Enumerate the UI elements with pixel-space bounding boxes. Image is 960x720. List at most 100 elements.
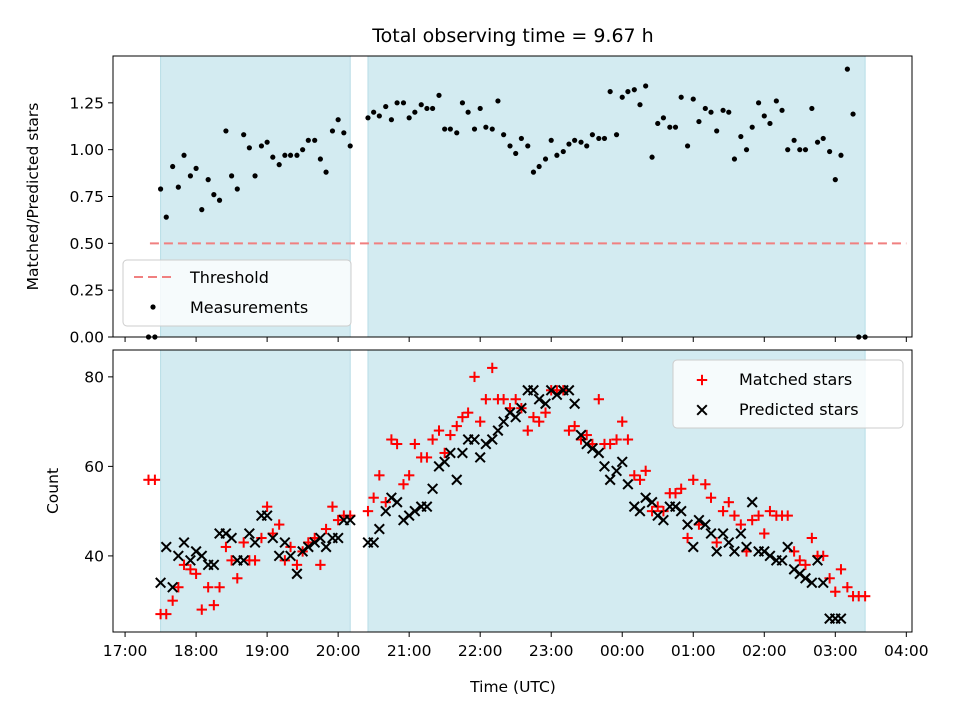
legend-matched-swatch [696, 374, 708, 386]
data-point [480, 438, 492, 450]
data-point [193, 165, 199, 171]
data-point [368, 492, 379, 503]
data-point-b [302, 541, 314, 553]
data-point-b [551, 389, 563, 401]
data-point-b [687, 541, 699, 553]
y-tick-label: 60 [84, 458, 104, 476]
data-point [611, 434, 622, 445]
data-point-b [480, 438, 492, 450]
data-point [243, 528, 255, 540]
data-point [442, 126, 448, 132]
data-point [563, 425, 575, 436]
data-point [264, 139, 270, 145]
legend-predicted-swatch-b [696, 404, 708, 416]
data-point-b [238, 554, 250, 566]
data-point [317, 156, 323, 162]
data-point [421, 501, 433, 513]
data-point [167, 581, 179, 593]
data-point [447, 126, 453, 132]
data-point-b [682, 519, 694, 531]
data-point-b [409, 505, 421, 517]
data-point [518, 135, 524, 142]
chart-title: Total observing time = 9.67 h [371, 25, 653, 47]
y-tick-label: 1.00 [69, 141, 104, 159]
data-point [468, 434, 481, 446]
x-tick-label: 01:00 [671, 642, 716, 660]
y-tick-label: 1.25 [69, 94, 104, 112]
data-point-b [178, 536, 190, 548]
data-point [329, 128, 336, 134]
data-point-b [190, 545, 202, 557]
legend-predicted-label: Predicted stars [739, 400, 859, 419]
data-point [155, 577, 167, 589]
data-point-b [788, 563, 800, 575]
data-point [533, 393, 545, 405]
data-point [658, 505, 669, 517]
data-point [542, 156, 549, 162]
data-point [548, 137, 554, 143]
data-point-b [622, 478, 634, 490]
data-point [746, 496, 758, 508]
x-tick-label: 23:00 [529, 642, 574, 660]
data-point [167, 595, 178, 606]
data-point [252, 173, 258, 179]
data-point [403, 470, 415, 481]
data-point-b [794, 568, 806, 580]
data-point [530, 169, 537, 175]
data-point [300, 147, 306, 153]
data-point [205, 177, 211, 183]
data-point-b [468, 434, 481, 446]
data-point [820, 135, 826, 142]
data-point [731, 156, 738, 162]
axes-frame [112, 349, 913, 633]
data-point [696, 118, 702, 125]
data-point [178, 559, 190, 571]
data-point-b [563, 384, 575, 396]
data-point [767, 120, 773, 127]
data-point [560, 148, 566, 155]
data-point [593, 394, 604, 405]
data-point [646, 505, 658, 517]
data-point [607, 88, 613, 95]
data-point [287, 152, 294, 158]
data-point-b [243, 528, 255, 540]
data-point-b [593, 447, 605, 459]
data-point-b [172, 550, 184, 562]
data-point [572, 137, 578, 143]
data-point [720, 107, 726, 113]
data-point [373, 523, 385, 535]
data-point-b [693, 514, 705, 526]
data-point [279, 555, 291, 566]
data-point [575, 429, 587, 441]
data-point [536, 163, 542, 170]
data-point [540, 398, 552, 410]
data-point [507, 143, 513, 149]
data-point [163, 214, 169, 220]
data-point [640, 465, 651, 477]
x-tick-label: 22:00 [458, 642, 503, 660]
data-point [376, 113, 382, 119]
data-point [743, 147, 750, 153]
x-tick-label: 17:00 [103, 642, 148, 660]
data-point-b [444, 447, 456, 459]
data-point [678, 94, 684, 100]
data-point [738, 133, 744, 140]
data-point [256, 532, 267, 544]
data-point [187, 173, 194, 179]
legend-box [672, 359, 904, 429]
data-point [261, 510, 273, 522]
data-point [285, 550, 297, 562]
data-point-b [611, 465, 623, 477]
data-point-b [735, 528, 747, 540]
data-point [172, 550, 184, 562]
data-point [675, 505, 687, 517]
data-point [451, 474, 463, 486]
data-point [196, 604, 207, 615]
data-point-b [741, 541, 753, 553]
data-point [409, 505, 421, 517]
data-point [735, 519, 747, 530]
y-axis-label: Count [44, 468, 62, 514]
legend-measurements-swatch [150, 304, 156, 310]
data-point-b [498, 416, 510, 428]
